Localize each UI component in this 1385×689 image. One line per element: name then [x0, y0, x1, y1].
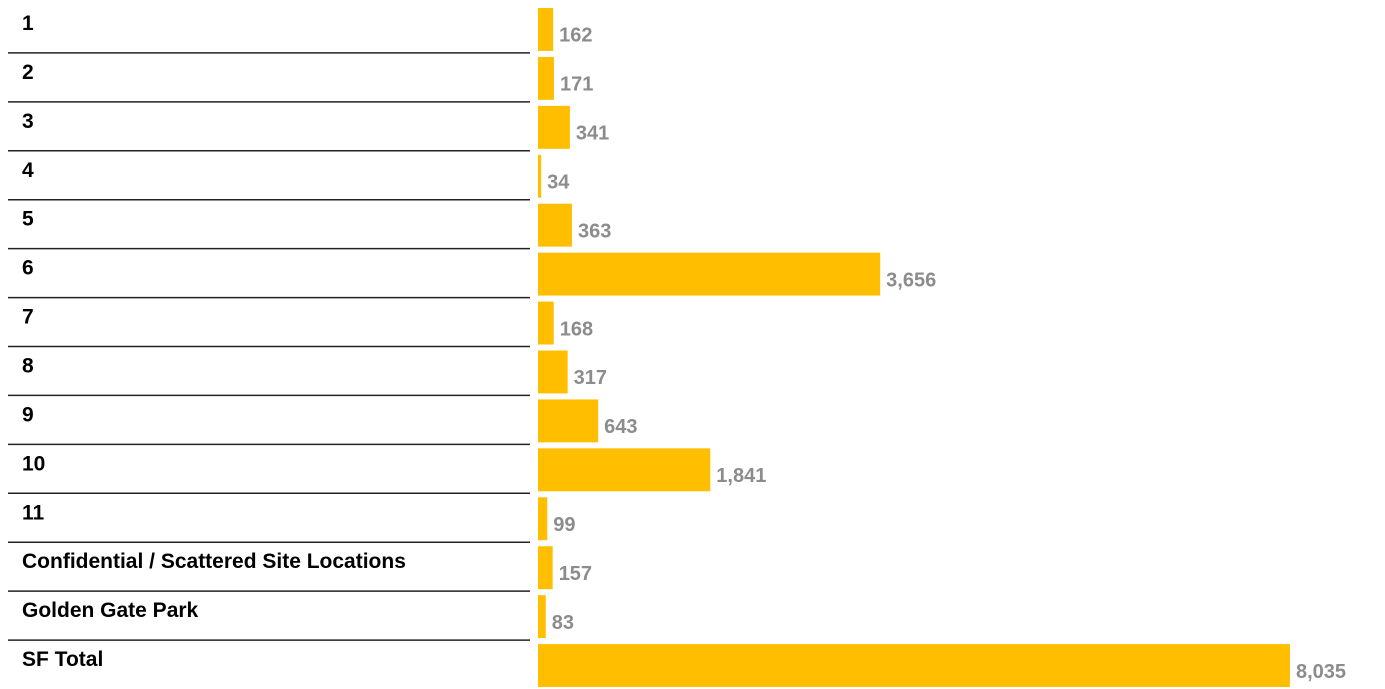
- bar: [538, 644, 1290, 687]
- value-label: 341: [576, 123, 609, 145]
- category-label: Confidential / Scattered Site Locations: [22, 550, 406, 573]
- bar: [538, 301, 554, 345]
- category-label: 3: [22, 110, 34, 133]
- value-label: 34: [547, 172, 570, 194]
- value-label: 317: [574, 367, 607, 389]
- bar: [538, 203, 572, 247]
- bar: [538, 399, 599, 443]
- category-label: 2: [22, 61, 34, 84]
- bar: [538, 497, 548, 541]
- category-label: 11: [22, 501, 45, 524]
- value-label: 83: [552, 612, 574, 634]
- bar: [538, 252, 881, 296]
- category-label: 1: [22, 12, 34, 35]
- category-label: Golden Gate Park: [22, 599, 199, 622]
- category-label: 10: [22, 452, 45, 475]
- value-label: 8,035: [1296, 661, 1346, 683]
- bar: [538, 56, 555, 100]
- category-label: 9: [22, 403, 34, 426]
- category-label: 7: [22, 306, 34, 329]
- value-label: 168: [560, 318, 593, 340]
- value-label: 157: [559, 563, 592, 585]
- category-label: 6: [22, 257, 34, 280]
- value-label: 363: [578, 220, 611, 242]
- category-label: SF Total: [22, 648, 103, 671]
- category-label: 8: [22, 355, 34, 378]
- value-label: 3,656: [886, 269, 936, 291]
- bar: [538, 8, 554, 51]
- bar: [538, 546, 553, 590]
- bar: [538, 595, 546, 639]
- value-label: 162: [559, 25, 592, 47]
- bar: [538, 105, 570, 149]
- value-label: 171: [560, 74, 593, 96]
- category-label: 4: [22, 159, 34, 182]
- bar: [538, 154, 542, 198]
- category-label: 5: [22, 208, 34, 231]
- value-label: 1,841: [716, 465, 766, 487]
- bar: [538, 448, 711, 492]
- bar: [538, 350, 568, 394]
- value-label: 643: [604, 416, 637, 438]
- value-label: 99: [553, 514, 575, 536]
